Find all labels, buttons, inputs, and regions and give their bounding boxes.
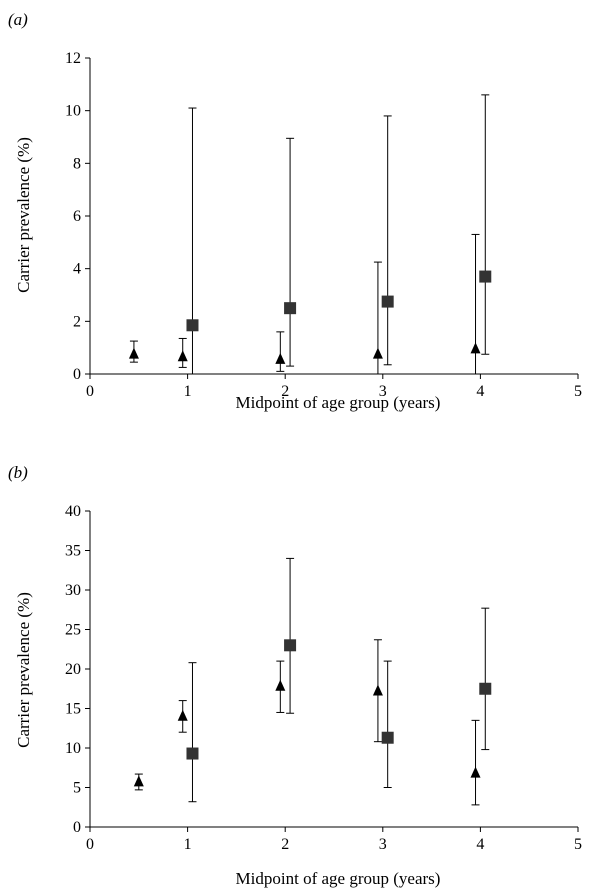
x-tick-label-a: 4: [476, 383, 484, 400]
triangle-point-b: [470, 766, 481, 778]
y-axis-label-b: Carrier prevalence (%): [14, 592, 33, 748]
y-tick-label-b: 20: [65, 661, 81, 678]
square-point-a: [186, 319, 199, 332]
x-tick-label-b: 1: [184, 836, 192, 853]
y-tick-label-a: 8: [73, 155, 81, 172]
y-tick-label-b: 10: [65, 740, 81, 757]
marks-a: [128, 94, 492, 375]
x-tick-label-a: 1: [184, 383, 192, 400]
y-tick-label-b: 40: [65, 503, 81, 520]
triangle-point-b: [275, 679, 286, 691]
y-tick-label-b: 5: [73, 780, 81, 797]
chart-panel-a: (a) Carrier prevalence (%) Midpoint of a…: [8, 10, 582, 412]
x-tick-label-a: 5: [574, 383, 582, 400]
square-point-b: [479, 682, 492, 695]
square-point-b: [186, 747, 199, 760]
y-tick-label-b: 35: [65, 543, 81, 560]
triangle-point-a: [128, 347, 139, 359]
square-point-a: [381, 295, 394, 308]
triangle-point-a: [177, 350, 188, 362]
y-tick-label-a: 12: [65, 50, 81, 67]
triangle-point-a: [470, 342, 481, 354]
square-point-b: [381, 731, 394, 744]
y-tick-label-a: 10: [65, 103, 81, 120]
panel-label-a: (a): [8, 10, 28, 29]
square-point-b: [284, 639, 297, 652]
y-tick-label-b: 0: [73, 819, 81, 836]
x-axis-label-b: Midpoint of age group (years): [236, 869, 441, 888]
triangle-point-a: [275, 352, 286, 364]
y-tick-label-a: 4: [73, 261, 81, 278]
chart-panel-b: (b) Carrier prevalence (%) Midpoint of a…: [8, 463, 582, 888]
x-tick-label-b: 5: [574, 836, 582, 853]
square-point-a: [479, 270, 492, 283]
triangle-point-b: [177, 709, 188, 721]
triangle-point-b: [372, 684, 383, 696]
x-tick-label-b: 2: [281, 836, 289, 853]
y-axis-label-a: Carrier prevalence (%): [14, 137, 33, 293]
y-tick-label-b: 30: [65, 582, 81, 599]
y-tick-label-a: 0: [73, 366, 81, 383]
x-tick-label-a: 3: [379, 383, 387, 400]
x-tick-label-b: 0: [86, 836, 94, 853]
y-tick-label-a: 2: [73, 313, 81, 330]
y-tick-label-b: 15: [65, 701, 81, 718]
square-point-a: [284, 302, 297, 315]
x-tick-label-a: 2: [281, 383, 289, 400]
marks-b: [133, 557, 492, 806]
triangle-point-a: [372, 347, 383, 359]
x-tick-label-a: 0: [86, 383, 94, 400]
panel-label-b: (b): [8, 463, 28, 482]
triangle-point-b: [133, 775, 144, 787]
x-tick-label-b: 3: [379, 836, 387, 853]
y-tick-label-b: 25: [65, 622, 81, 639]
x-tick-label-b: 4: [476, 836, 484, 853]
y-tick-label-a: 6: [73, 208, 81, 225]
x-axis-label-a: Midpoint of age group (years): [236, 393, 441, 412]
axes-b: 0 5 10 15 20 25 30 35 40 0 1 2 3 4 5: [65, 503, 582, 853]
